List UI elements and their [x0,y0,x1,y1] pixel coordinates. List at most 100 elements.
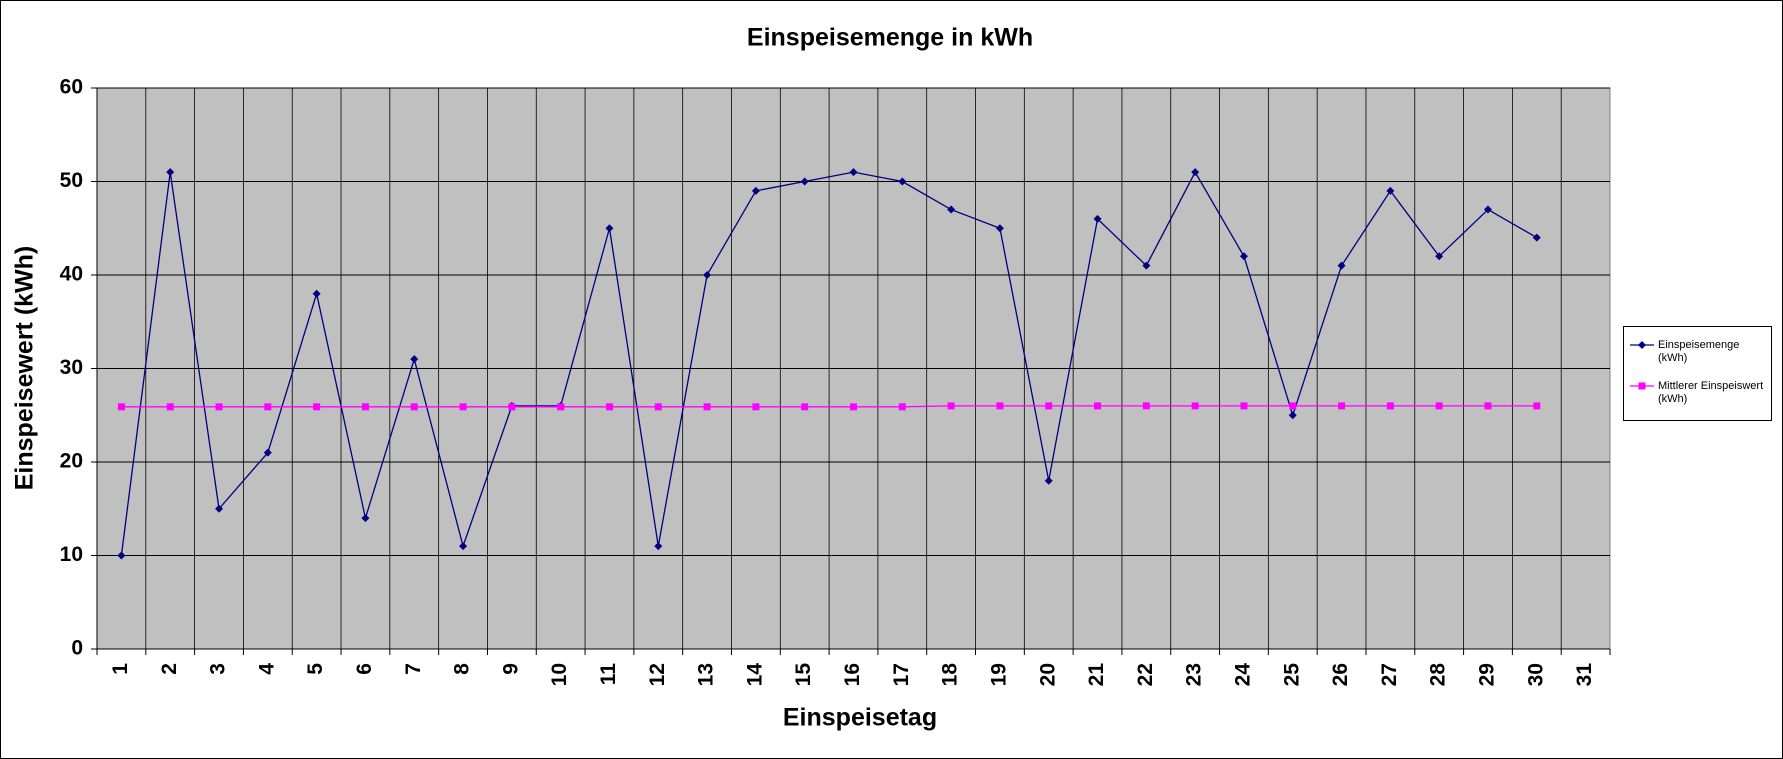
point [1337,261,1346,270]
y-axis-title: Einspeisewert (kWh) [11,246,39,491]
point [605,224,614,233]
point [1386,186,1395,195]
legend-marker [1638,341,1646,349]
x-tick-label: 26 [1329,663,1352,686]
point [1532,233,1541,242]
x-tick-label: 17 [890,663,913,686]
x-tick-label: 13 [695,663,718,686]
x-tick-label: 19 [987,663,1010,686]
x-tick-label: 10 [548,663,571,686]
x-tick-label: 20 [1036,663,1059,686]
x-tick-label: 7 [402,663,425,675]
point [1484,402,1492,410]
legend-item: Einspeisemenge (kWh) [1628,339,1768,365]
x-tick-label: 3 [207,663,230,675]
point [1435,402,1443,410]
x-tick-label: 23 [1183,663,1206,686]
legend-item: Mittlerer Einspeiswert (kWh) [1628,380,1768,406]
point [1045,402,1053,410]
x-tick-label: 2 [158,663,181,675]
point [850,403,857,411]
point [751,186,760,195]
y-tick-label: 0 [71,637,83,660]
point [1094,402,1102,410]
x-tick-label: 18 [939,663,962,687]
y-tick-label: 50 [60,169,83,192]
point [800,177,809,186]
legend-swatch [1630,341,1654,349]
x-tick-label: 16 [841,663,864,686]
series-line [121,405,1537,408]
y-tick-label: 30 [60,356,83,379]
point [166,403,174,411]
x-tick-label: 25 [1280,663,1303,687]
point [996,402,1004,410]
legend-label: Mittlerer Einspeiswert (kWh) [1658,380,1764,405]
x-tick-label: 6 [353,663,376,675]
point [1386,402,1394,410]
point [849,168,858,177]
point [459,403,467,411]
point [947,402,955,410]
point [361,514,370,523]
point [312,289,321,298]
point [557,403,565,411]
x-tick-label: 31 [1573,663,1596,687]
chart-title: Einspeisemenge in kWh [747,24,1033,52]
x-tick-label: 27 [1378,663,1401,686]
point [166,168,175,177]
x-tick-label: 8 [451,663,474,675]
point [995,224,1004,233]
point [654,542,663,551]
point [898,177,907,186]
point [1142,402,1150,410]
point [654,403,662,411]
point [898,403,906,411]
x-tick-label: 4 [255,663,278,675]
point [1338,402,1346,410]
point [410,403,418,411]
x-tick-label: 9 [499,663,522,675]
x-tick-label: 15 [792,663,815,687]
point [1191,168,1200,177]
point [1435,252,1444,261]
x-tick-label: 5 [304,663,327,675]
point [1483,205,1492,214]
point [117,551,126,560]
y-tick-label: 40 [60,263,83,286]
point [263,448,272,457]
point [1239,252,1248,261]
y-tick-label: 60 [60,76,83,99]
point [703,271,712,279]
point [1044,476,1053,485]
x-axis-title: Einspeisetag [783,704,937,732]
series-line [120,170,1538,556]
point [703,403,711,411]
point [313,403,321,411]
point [1533,402,1541,410]
point [508,403,516,411]
point [459,542,468,551]
point [1142,261,1151,270]
x-tick-label: 1 [109,663,132,675]
x-tick-label: 12 [646,663,669,686]
point [801,403,809,411]
x-tick-label: 21 [1085,663,1108,687]
legend-label: Einspeisemenge (kWh) [1658,339,1740,364]
point [1240,402,1248,410]
point [1093,214,1102,223]
legend-swatch [1630,382,1654,390]
point [264,403,272,411]
point [1288,411,1297,420]
point [947,205,956,214]
x-tick-label: 24 [1231,663,1254,687]
point [361,403,369,411]
point [1191,402,1199,410]
y-tick-label: 10 [60,543,83,566]
legend-marker [1638,382,1646,390]
x-tick-label: 30 [1524,663,1547,686]
y-tick-label: 20 [60,450,83,473]
point [215,403,223,411]
x-tick-label: 11 [597,663,620,686]
